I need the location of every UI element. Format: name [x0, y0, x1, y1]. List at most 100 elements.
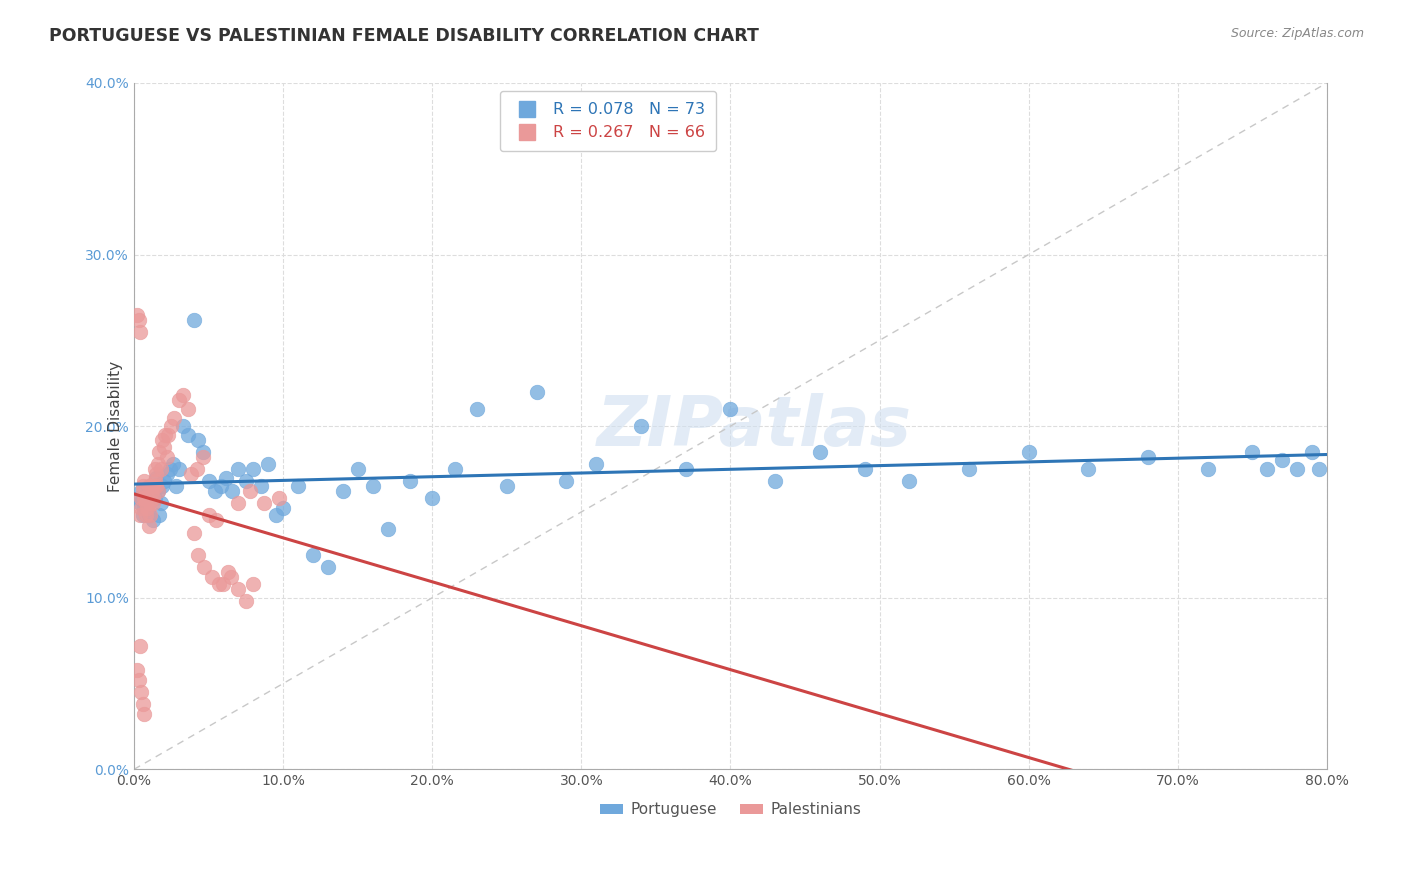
- Point: [361, 479, 384, 493]
- Point: [187, 548, 209, 562]
- Point: [146, 457, 169, 471]
- Point: [267, 491, 290, 506]
- Point: [191, 450, 214, 464]
- Point: [177, 427, 200, 442]
- Point: [585, 457, 607, 471]
- Point: [215, 470, 238, 484]
- Point: [128, 491, 150, 506]
- Point: [399, 474, 422, 488]
- Point: [377, 522, 399, 536]
- Point: [159, 462, 181, 476]
- Point: [141, 484, 163, 499]
- Point: [132, 484, 155, 499]
- Text: Source: ZipAtlas.com: Source: ZipAtlas.com: [1230, 27, 1364, 40]
- Point: [139, 508, 162, 523]
- Point: [302, 548, 325, 562]
- Point: [131, 685, 153, 699]
- Point: [172, 419, 194, 434]
- Point: [128, 673, 150, 687]
- Point: [228, 496, 250, 510]
- Point: [150, 479, 173, 493]
- Point: [155, 427, 177, 442]
- Point: [134, 707, 156, 722]
- Point: [125, 308, 148, 322]
- Point: [131, 491, 153, 506]
- Point: [1286, 462, 1309, 476]
- Point: [141, 479, 163, 493]
- Point: [148, 508, 170, 523]
- Point: [143, 462, 166, 476]
- Point: [146, 484, 169, 499]
- Point: [145, 470, 167, 484]
- Point: [264, 508, 287, 523]
- Point: [853, 462, 876, 476]
- Point: [180, 467, 202, 482]
- Point: [212, 577, 235, 591]
- Point: [143, 491, 166, 506]
- Point: [332, 484, 354, 499]
- Point: [156, 450, 179, 464]
- Point: [228, 462, 250, 476]
- Point: [316, 559, 339, 574]
- Point: [630, 419, 652, 434]
- Point: [235, 474, 257, 488]
- Point: [555, 474, 578, 488]
- Point: [135, 496, 157, 510]
- Point: [165, 479, 187, 493]
- Point: [131, 501, 153, 516]
- Point: [139, 479, 162, 493]
- Point: [187, 433, 209, 447]
- Point: [138, 518, 160, 533]
- Point: [957, 462, 980, 476]
- Point: [141, 484, 163, 499]
- Point: [720, 401, 742, 416]
- Point: [193, 559, 215, 574]
- Point: [186, 462, 208, 476]
- Point: [1271, 453, 1294, 467]
- Point: [191, 445, 214, 459]
- Point: [287, 479, 309, 493]
- Point: [136, 501, 159, 516]
- Point: [162, 457, 184, 471]
- Point: [675, 462, 697, 476]
- Point: [1018, 445, 1040, 459]
- Point: [209, 479, 232, 493]
- Point: [135, 488, 157, 502]
- Point: [132, 697, 155, 711]
- Point: [208, 577, 231, 591]
- Point: [145, 479, 167, 493]
- Point: [129, 508, 152, 523]
- Point: [217, 565, 239, 579]
- Point: [219, 570, 242, 584]
- Point: [221, 484, 243, 499]
- Point: [131, 484, 153, 499]
- Point: [253, 496, 276, 510]
- Legend: Portuguese, Palestinians: Portuguese, Palestinians: [593, 797, 868, 823]
- Text: ZIPatlas: ZIPatlas: [596, 392, 912, 459]
- Point: [204, 484, 226, 499]
- Point: [242, 577, 264, 591]
- Point: [156, 467, 179, 482]
- Point: [138, 479, 160, 493]
- Point: [129, 496, 152, 510]
- Point: [153, 474, 176, 488]
- Point: [526, 384, 548, 399]
- Point: [143, 474, 166, 488]
- Point: [142, 496, 165, 510]
- Point: [197, 474, 219, 488]
- Point: [1308, 462, 1330, 476]
- Point: [1197, 462, 1219, 476]
- Point: [1256, 462, 1278, 476]
- Point: [197, 508, 219, 523]
- Point: [153, 440, 176, 454]
- Point: [149, 462, 172, 476]
- Point: [167, 462, 190, 476]
- Point: [150, 433, 173, 447]
- Point: [177, 401, 200, 416]
- Text: PORTUGUESE VS PALESTINIAN FEMALE DISABILITY CORRELATION CHART: PORTUGUESE VS PALESTINIAN FEMALE DISABIL…: [49, 27, 759, 45]
- Point: [136, 491, 159, 506]
- Point: [242, 462, 264, 476]
- Point: [346, 462, 368, 476]
- Point: [149, 496, 172, 510]
- Point: [134, 474, 156, 488]
